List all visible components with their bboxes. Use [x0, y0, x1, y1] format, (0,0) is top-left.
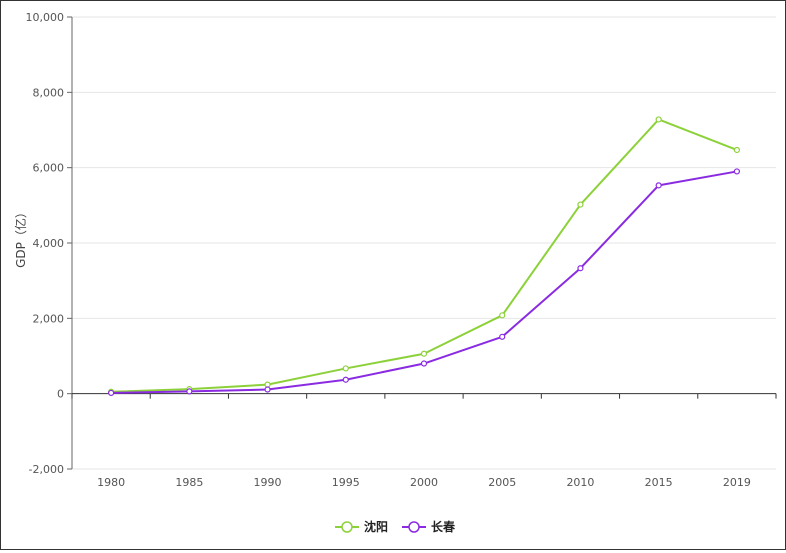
x-tick-label: 2015 [645, 476, 673, 489]
data-point[interactable] [420, 360, 428, 367]
data-point[interactable] [733, 168, 740, 175]
y-tick-label: 0 [57, 388, 64, 401]
legend-label: 长春 [431, 519, 456, 534]
gridlines [72, 16, 776, 470]
data-point[interactable] [577, 201, 584, 208]
series-line-2 [111, 170, 738, 394]
data-point[interactable] [499, 333, 506, 340]
y-axis-label: GDP（亿） [13, 206, 28, 268]
legend-marker-icon [408, 521, 420, 533]
legend[interactable]: 沈阳 长春 [335, 519, 456, 534]
data-point[interactable] [108, 389, 115, 397]
y-tick-label: -2,000 [29, 463, 64, 476]
y-tick-label: 10,000 [26, 11, 65, 24]
y-tick-label: 6,000 [33, 162, 65, 175]
data-point[interactable] [577, 265, 584, 272]
data-point[interactable] [655, 116, 662, 123]
data-point[interactable] [733, 146, 740, 154]
x-tick-label: 1980 [97, 476, 125, 489]
legend-marker-icon [341, 521, 353, 533]
data-point[interactable] [342, 376, 349, 383]
data-point[interactable] [264, 381, 271, 388]
legend-label: 沈阳 [364, 519, 388, 534]
x-tick-label: 1990 [254, 476, 282, 489]
x-tick-label: 2010 [566, 476, 594, 489]
data-point[interactable] [342, 365, 349, 372]
x-tick-label: 1995 [332, 476, 360, 489]
y-tick-label: 8,000 [33, 86, 65, 99]
y-tick-label: 4,000 [33, 237, 65, 250]
x-tick-label: 2000 [410, 476, 438, 489]
x-tick-label: 1985 [175, 476, 203, 489]
data-point[interactable] [420, 350, 428, 357]
data-point[interactable] [655, 182, 662, 189]
x-tick-label: 2019 [723, 476, 751, 489]
legend-item-2[interactable]: 长春 [402, 519, 456, 534]
x-tick-label: 2005 [488, 476, 516, 489]
tick-labels: -2,000 0 2,000 4,000 6,000 8,000 10,000 1980 198… [26, 11, 751, 489]
legend-item-1[interactable]: 沈阳 [335, 519, 388, 534]
data-point[interactable] [499, 312, 506, 319]
series-lines [108, 116, 740, 397]
data-point[interactable] [264, 386, 271, 393]
data-point[interactable] [186, 388, 193, 395]
y-tick-label: 2,000 [33, 312, 65, 325]
